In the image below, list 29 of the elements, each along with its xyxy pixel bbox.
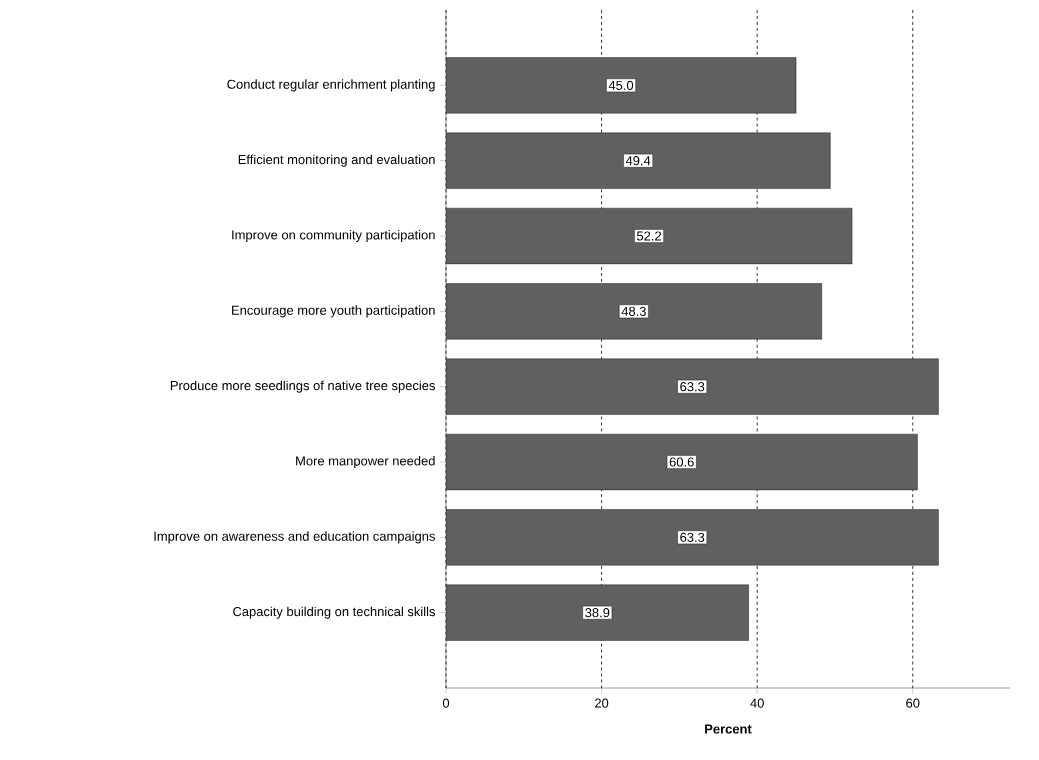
bar	[446, 57, 797, 114]
y-tick-label: More manpower needed	[296, 455, 435, 469]
data-label: 60.6	[669, 457, 694, 467]
bar	[446, 207, 853, 265]
data-label: 52.2	[636, 231, 661, 241]
bar	[446, 509, 939, 566]
y-tick-label: Produce more seedlings of native tree species	[170, 380, 435, 393]
x-tick-label: 60	[906, 698, 920, 708]
bar	[446, 283, 822, 340]
data-label: 48.3	[621, 306, 646, 316]
bar	[446, 132, 831, 189]
y-tick-label: Efficient monitoring and evaluation	[238, 154, 435, 167]
data-label: 45.0	[608, 80, 634, 90]
y-tick-label: Encourage more youth participation	[232, 305, 435, 318]
data-label: 49.4	[625, 156, 651, 166]
x-axis-title: Percent	[705, 724, 752, 734]
y-tick-label: Improve on community participation	[232, 229, 435, 243]
y-tick-label: Conduct regular enrichment planting	[227, 79, 435, 92]
y-tick-label: Improve on awareness and education campaigns	[154, 531, 435, 544]
y-tick-label: Capacity building on technical skills	[233, 606, 435, 619]
bar	[446, 584, 749, 641]
x-tick-label: 20	[595, 698, 609, 708]
data-label: 63.3	[680, 382, 705, 392]
data-label: 38.9	[585, 608, 610, 618]
bar	[446, 433, 918, 491]
x-tick-label: 0	[442, 698, 450, 708]
data-label: 63.3	[680, 532, 705, 542]
bar	[446, 358, 939, 415]
x-tick-label: 40	[750, 698, 764, 708]
